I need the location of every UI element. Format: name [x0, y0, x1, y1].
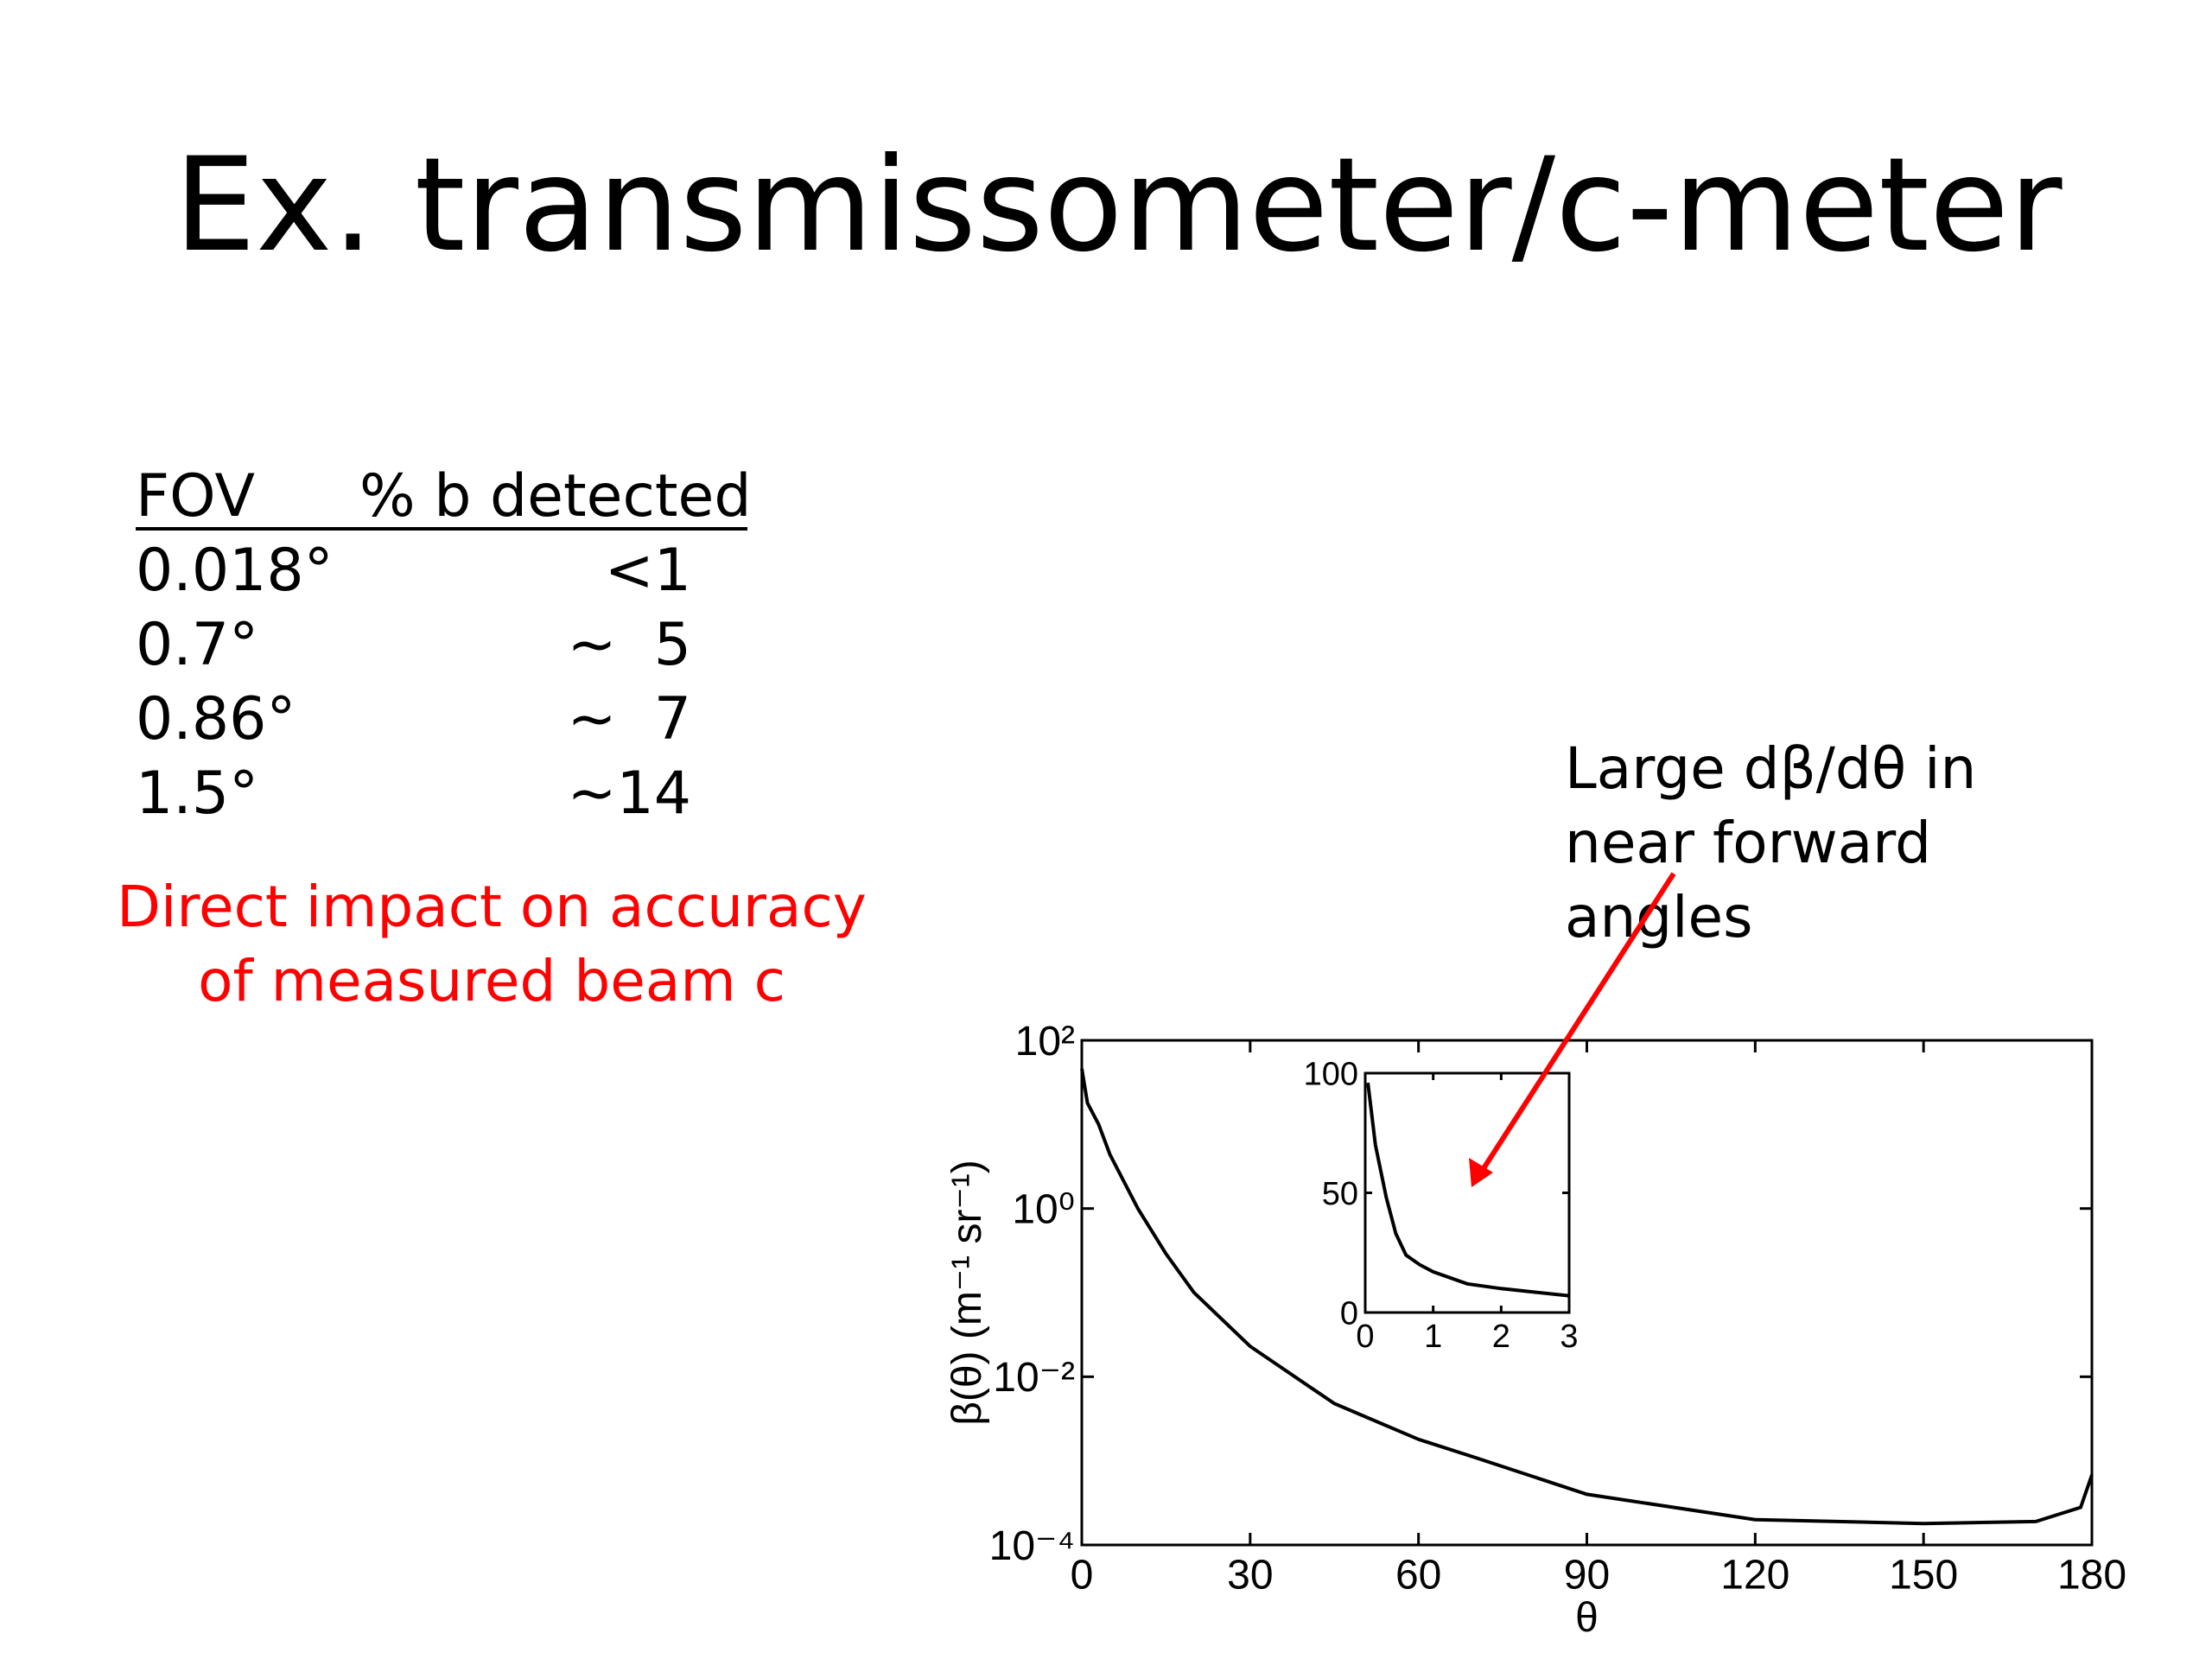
y-tick-label: 10⁰: [1012, 1186, 1075, 1232]
data-line: [1366, 1082, 1570, 1298]
annotation: Large dβ/dθ in: [1565, 735, 1976, 802]
data-line: [1080, 1068, 2094, 1526]
y-tick-label: 10⁻⁴: [989, 1523, 1075, 1569]
x-tick-label: 60: [1395, 1552, 1441, 1598]
table-cell: 0.018°: [136, 537, 334, 605]
note: Direct impact on accuracy of measured bea…: [117, 735, 1976, 1014]
fov-table: FOV % b detected 0.018° <1 0.7° ~ 5 0.86° ~ 7 1.…: [136, 462, 752, 828]
y-tick-label: 10²: [1015, 1019, 1075, 1065]
x-tick-label: 1: [1424, 1319, 1442, 1355]
x-tick-label: 90: [1564, 1552, 1610, 1598]
plot-frame: [1363, 1071, 1571, 1314]
x-tick-label: 30: [1227, 1552, 1273, 1598]
table-cell: ~ 5: [568, 611, 691, 679]
table-cell: 0.7°: [136, 611, 258, 679]
slide-title: Ex. transmissometer/c-meter: [175, 130, 2063, 281]
table-cell: 0.86°: [136, 685, 296, 753]
impact-note: of measured beam c: [198, 948, 785, 1014]
y-tick-label: 10⁻²: [993, 1355, 1075, 1401]
impact-note: Direct impact on accuracy: [117, 874, 867, 940]
table-cell: ~14: [567, 760, 691, 828]
y-tick-label: 0: [1340, 1295, 1358, 1332]
table-header: FOV: [136, 462, 255, 531]
x-tick-label: 0: [1356, 1319, 1374, 1355]
table-cell: <1: [605, 537, 691, 605]
table-header: % b detected: [359, 462, 752, 531]
x-tick-label: 2: [1492, 1319, 1510, 1355]
arrow-head: [1469, 1158, 1493, 1187]
x-tick-label: 180: [2057, 1552, 2126, 1598]
y-axis-label: β(θ) (m⁻¹ sr⁻¹): [944, 1160, 990, 1426]
arrow-shaft: [1477, 872, 1676, 1177]
x-tick-label: 0: [1071, 1552, 1094, 1598]
x-axis-label: θ: [1575, 1595, 1599, 1641]
x-tick-label: 3: [1560, 1319, 1578, 1355]
y-tick-label: 100: [1304, 1056, 1358, 1092]
y-tick-label: 50: [1322, 1176, 1358, 1212]
table-cell: 1.5°: [136, 760, 258, 828]
plot-frame: [1080, 1039, 2094, 1547]
x-tick-label: 150: [1889, 1552, 1958, 1598]
x-tick-label: 120: [1720, 1552, 1789, 1598]
annotation: near forward: [1565, 810, 1931, 876]
table-cell: ~ 7: [568, 685, 691, 753]
